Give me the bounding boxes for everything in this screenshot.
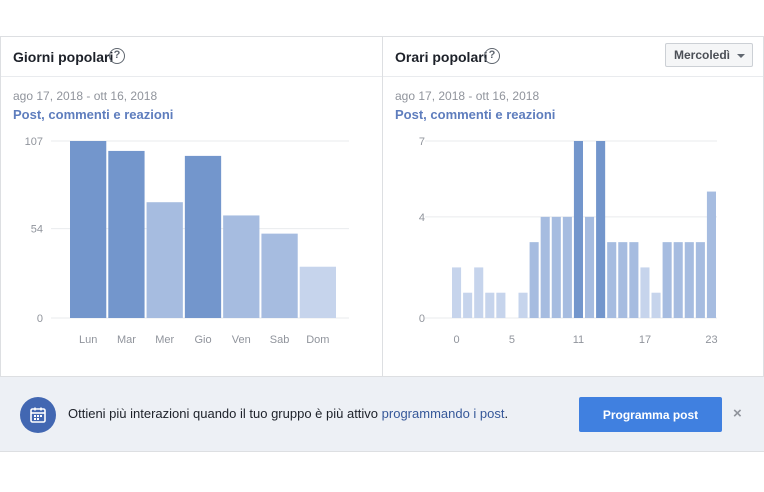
chart-bar — [108, 150, 145, 318]
y-tick-label: 54 — [31, 224, 43, 236]
chart-bar — [463, 292, 473, 318]
panel-header: Giorni popolari ? — [1, 37, 382, 77]
popular-times-title: Orari popolari — [395, 49, 488, 65]
chart-bar — [573, 141, 583, 318]
date-range: ago 17, 2018 - ott 16, 2018 — [13, 89, 158, 103]
schedule-post-banner: Ottieni più interazioni quando il tuo gr… — [0, 376, 764, 452]
x-tick-label: Mar — [117, 334, 136, 346]
x-tick-label: Sab — [270, 334, 290, 346]
x-tick-label: Gio — [194, 334, 211, 346]
chart-bar — [540, 216, 550, 318]
x-tick-label: 11 — [573, 334, 584, 346]
chart-bar — [706, 191, 716, 318]
chart-bar — [607, 242, 617, 318]
y-tick-label: 4 — [419, 212, 425, 224]
metric-label: Post, commenti e reazioni — [395, 107, 556, 122]
calendar-icon — [20, 397, 56, 433]
date-range: ago 17, 2018 - ott 16, 2018 — [395, 89, 540, 103]
chart-bar — [585, 216, 595, 318]
popular-times-chart: 0 4 7 0 5 11 17 23 — [419, 136, 718, 346]
chart-bar — [662, 242, 672, 318]
chart-bar — [651, 292, 661, 318]
metric-label: Post, commenti e reazioni — [13, 107, 174, 122]
chart-bar — [529, 242, 539, 318]
chart-bar — [695, 242, 705, 318]
question-circle-icon[interactable]: ? — [484, 48, 500, 64]
x-tick-label: 23 — [705, 334, 717, 346]
chart-bar — [146, 202, 183, 318]
popular-times-panel: Orari popolari ? Mercoledì ago 17, 2018 … — [382, 36, 764, 376]
popular-days-title: Giorni popolari — [13, 49, 114, 65]
chart-bar — [596, 141, 606, 318]
question-circle-icon[interactable]: ? — [109, 48, 125, 64]
chart-bar — [70, 141, 107, 318]
schedule-post-button[interactable]: Programma post — [579, 397, 722, 432]
chart-bar — [496, 292, 506, 318]
chart-bar — [184, 155, 222, 318]
banner-text-end: . — [504, 406, 509, 421]
chevron-down-icon — [737, 54, 745, 58]
popular-days-chart: 0 54 107 Lun Mar Mer Gio Ven Sab Dom — [25, 136, 349, 346]
x-tick-label: 0 — [453, 334, 459, 346]
chart-bar — [673, 242, 683, 318]
y-tick-label: 7 — [419, 136, 425, 148]
chart-bar — [223, 215, 260, 318]
day-select-value: Mercoledì — [673, 48, 730, 62]
schedule-posts-link[interactable]: programmando i post — [381, 406, 505, 421]
chart-bar — [640, 267, 650, 318]
y-tick-label: 0 — [419, 313, 425, 325]
chart-bar — [518, 292, 528, 318]
chart-bar — [551, 216, 561, 318]
chart-bar — [618, 242, 628, 318]
x-tick-label: Lun — [79, 334, 97, 346]
banner-message: Ottieni più interazioni quando il tuo gr… — [68, 406, 508, 421]
close-icon[interactable]: × — [733, 405, 742, 422]
chart-bar — [629, 242, 639, 318]
popular-days-panel: Giorni popolari ? ago 17, 2018 - ott 16,… — [0, 36, 382, 376]
y-tick-label: 0 — [37, 313, 43, 325]
chart-bar — [474, 267, 484, 318]
panel-header: Orari popolari ? Mercoledì — [383, 37, 763, 77]
x-tick-label: 5 — [509, 334, 515, 346]
day-select-dropdown[interactable]: Mercoledì — [664, 43, 753, 67]
chart-bar — [485, 292, 495, 318]
x-tick-label: Ven — [232, 334, 251, 346]
chart-bar — [684, 242, 694, 318]
x-tick-label: Dom — [306, 334, 329, 346]
x-tick-label: Mer — [155, 334, 174, 346]
y-tick-label: 107 — [25, 136, 43, 148]
chart-bar — [452, 267, 462, 318]
x-tick-label: 17 — [639, 334, 651, 346]
chart-bar — [261, 233, 298, 318]
insights-panels: Giorni popolari ? ago 17, 2018 - ott 16,… — [0, 36, 764, 376]
banner-text: Ottieni più interazioni quando il tuo gr… — [68, 406, 382, 421]
chart-bar — [299, 266, 336, 318]
chart-bar — [562, 216, 572, 318]
